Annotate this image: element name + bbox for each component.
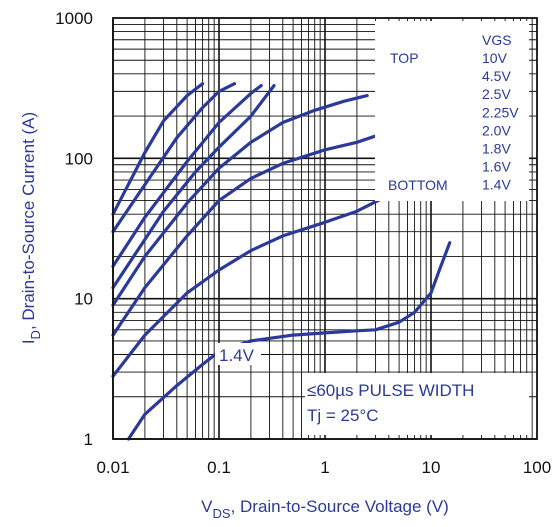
legend-entry: 2.25V — [482, 104, 519, 120]
pulse-width-annotation: ≤60µs PULSE WIDTH — [307, 381, 474, 400]
legend-entry: 1.4V — [482, 177, 511, 193]
y-tick-label: 10 — [74, 290, 93, 309]
x-tick-label: 0.01 — [96, 458, 129, 477]
legend-panel — [375, 21, 529, 201]
y-tick-label: 1 — [84, 430, 93, 449]
y-axis-label: ID, Drain-to-Source Current (A) — [19, 112, 43, 344]
legend-entry: 10V — [482, 50, 508, 66]
legend-entries: 10V 4.5V 2.5V 2.25V 2.0V 1.8V 1.6V 1.4V — [482, 50, 519, 193]
y-tick-label: 100 — [65, 149, 93, 168]
legend-entry: 1.8V — [482, 141, 511, 157]
series-group — [111, 82, 452, 441]
x-axis-label-sub: DS — [213, 506, 231, 521]
x-tick-label: 100 — [523, 458, 551, 477]
x-tick-label: 1 — [320, 458, 329, 477]
legend-entry: 4.5V — [482, 68, 511, 84]
y-tick-label: 1000 — [55, 9, 93, 28]
legend-bottom-label: BOTTOM — [388, 177, 448, 193]
series-line-1-6v — [111, 196, 385, 378]
curve-label-bg — [215, 343, 261, 365]
legend-top-label: TOP — [390, 50, 419, 66]
y-axis-label-sub: D — [28, 330, 43, 339]
series-line-10v — [111, 82, 205, 216]
plot-frame — [112, 17, 538, 440]
legend-entry: 2.0V — [482, 122, 511, 138]
tick-labels: 0.01 0.1 1 10 100 1 10 100 1000 — [55, 9, 551, 477]
y-axis-label-main: I — [19, 339, 38, 344]
y-axis-label-rest: , Drain-to-Source Current (A) — [19, 112, 38, 330]
x-tick-label: 0.1 — [207, 458, 231, 477]
series-line-1-4v — [126, 241, 452, 441]
legend-header: VGS — [482, 32, 512, 48]
curve-label-1-4v: 1.4V — [219, 346, 255, 365]
series-line-4-5v — [111, 82, 237, 234]
series-line-2-25v — [111, 84, 276, 290]
x-axis-label: VDS, Drain-to-Source Voltage (V) — [201, 497, 449, 521]
series-line-1-8v — [111, 132, 385, 337]
series-line-2-0v — [111, 94, 369, 307]
legend-entry: 1.6V — [482, 159, 511, 175]
annotation-panel — [305, 373, 529, 435]
legend-entry: 2.5V — [482, 86, 511, 102]
x-axis-label-main: V — [201, 497, 213, 516]
tj-annotation: Tj = 25°C — [307, 406, 379, 425]
x-tick-label: 10 — [422, 458, 441, 477]
x-axis-label-rest: , Drain-to-Source Voltage (V) — [231, 497, 449, 516]
series-line-2-5v — [111, 84, 263, 268]
